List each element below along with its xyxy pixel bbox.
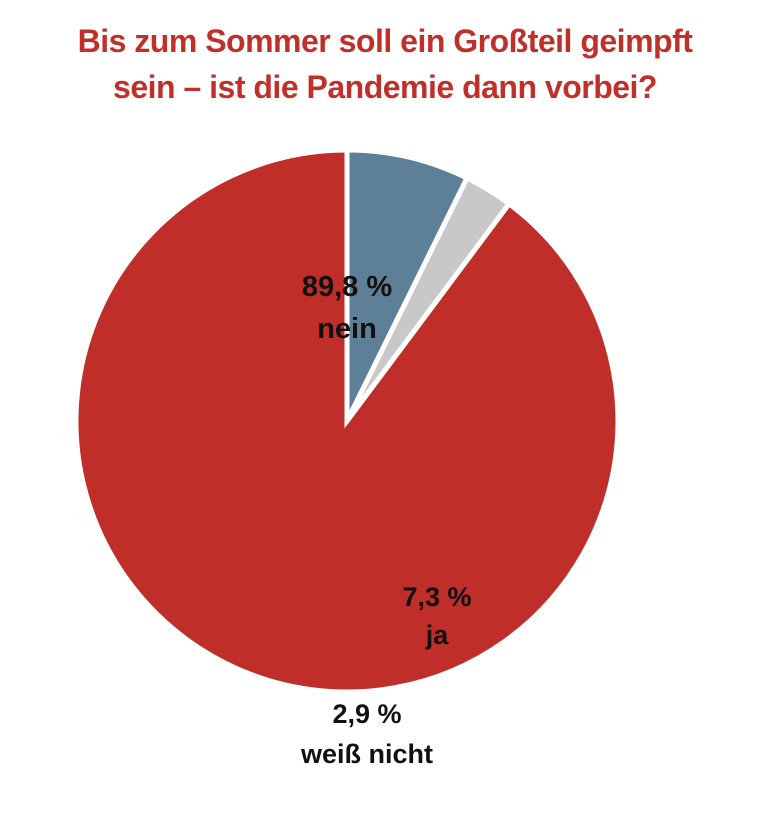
pie-slices: [73, 147, 621, 695]
data-label-category: weiß nicht: [300, 739, 433, 769]
data-label-category: nein: [317, 313, 377, 345]
pie-slice-ja: [344, 147, 471, 423]
pie-labels: 89,8 % nein 7,3 % ja 2,9 % weiß nicht: [300, 271, 472, 769]
data-label-category: ja: [425, 620, 450, 650]
chart-title: Bis zum Sommer soll ein Großteil geimpft…: [0, 18, 770, 110]
data-label-value: 2,9 %: [332, 699, 401, 729]
data-label-value: 89,8 %: [302, 271, 392, 303]
chart-title-line-2: sein – ist die Pandemie dann vorbei?: [113, 69, 657, 105]
data-label-value: 7,3 %: [402, 582, 471, 612]
chart-title-line-1: Bis zum Sommer soll ein Großteil geimpft: [77, 23, 693, 59]
